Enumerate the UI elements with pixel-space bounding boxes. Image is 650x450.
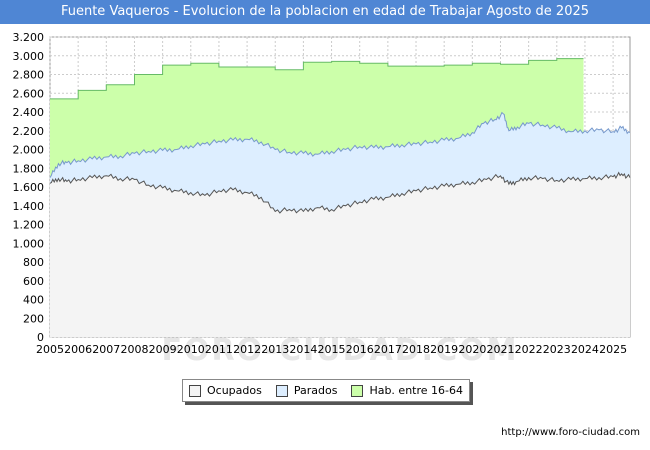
legend-label-ocupados: Ocupados [206, 384, 262, 397]
x-tick-label: 2017 [374, 343, 402, 356]
y-tick-label: 200 [23, 312, 44, 325]
y-tick-label: 2.600 [13, 87, 45, 100]
y-tick-label: 1.600 [13, 181, 45, 194]
source-link[interactable]: http://www.foro-ciudad.com [501, 427, 640, 438]
y-axis-ticks: 0 200 400 600 800 1.000 1.200 1.400 1.600 1.800 2.… [13, 31, 45, 344]
x-tick-label: 2018 [402, 343, 430, 356]
y-tick-label: 2.800 [13, 69, 45, 82]
y-tick-label: 600 [23, 275, 44, 288]
x-tick-label: 2008 [120, 343, 148, 356]
x-tick-label: 2012 [233, 343, 261, 356]
x-axis-ticks: 2005 2006 2007 2008 2009 2010 2011 2012 2013 2014… [36, 343, 627, 356]
x-tick-label: 2019 [430, 343, 458, 356]
x-tick-label: 2010 [177, 343, 205, 356]
legend-label-habitantes: Hab. entre 16-64 [369, 384, 463, 397]
area-habitantes-line [50, 58, 584, 100]
y-tick-label: 1.400 [13, 200, 45, 213]
area-ocupados-fill [50, 172, 630, 337]
legend-item-habitantes: Hab. entre 16-64 [351, 384, 463, 397]
x-tick-label: 2007 [92, 343, 120, 356]
y-tick-label: 3.200 [13, 31, 45, 44]
x-tick-label: 2006 [64, 343, 92, 356]
y-tick-label: 400 [23, 294, 44, 307]
area-parados-line [49, 111, 631, 178]
x-tick-label: 2021 [486, 343, 514, 356]
x-tick-label: 2016 [346, 343, 374, 356]
y-tick-label: 3.000 [13, 50, 45, 63]
legend-swatch-parados [275, 384, 288, 397]
x-tick-label: 2022 [515, 343, 543, 356]
y-tick-label: 1.800 [13, 162, 45, 175]
y-tick-label: 2.000 [13, 144, 45, 157]
watermark: FORO-CIUDAD.COM [162, 333, 519, 368]
x-tick-label: 2009 [149, 343, 177, 356]
x-tick-label: 2011 [205, 343, 233, 356]
x-tick-label: 2020 [458, 343, 486, 356]
y-tick-label: 2.200 [13, 125, 45, 138]
area-ocupados-line [49, 171, 631, 214]
y-tick-label: 1.000 [13, 237, 45, 250]
y-tick-label: 1.200 [13, 219, 45, 232]
x-tick-label: 2005 [36, 343, 64, 356]
x-tick-label: 2013 [261, 343, 289, 356]
x-tick-label: 2015 [318, 343, 346, 356]
chart-title: Fuente Vaqueros - Evolucion de la poblac… [0, 0, 650, 24]
y-tick-label: 0 [37, 331, 44, 344]
legend-swatch-ocupados [188, 384, 201, 397]
legend-label-parados: Parados [293, 384, 338, 397]
x-tick-label: 2023 [543, 343, 571, 356]
data-areas [49, 58, 631, 337]
legend: Ocupados Parados Hab. entre 16-64 [182, 379, 470, 402]
x-tick-label: 2014 [289, 343, 317, 356]
legend-swatch-habitantes [351, 384, 364, 397]
legend-item-ocupados: Ocupados [188, 384, 262, 397]
x-tick-label: 2025 [599, 343, 627, 356]
y-tick-label: 800 [23, 256, 44, 269]
x-tick-label: 2024 [571, 343, 599, 356]
y-tick-label: 2.400 [13, 106, 45, 119]
legend-item-parados: Parados [275, 384, 338, 397]
